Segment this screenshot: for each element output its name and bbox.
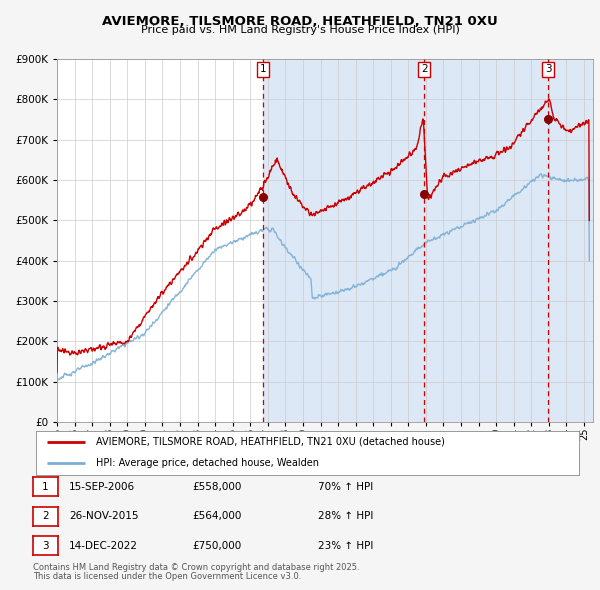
Text: 70% ↑ HPI: 70% ↑ HPI [318, 482, 373, 491]
Text: 1: 1 [42, 482, 49, 491]
Text: 3: 3 [42, 541, 49, 550]
Text: AVIEMORE, TILSMORE ROAD, HEATHFIELD, TN21 0XU: AVIEMORE, TILSMORE ROAD, HEATHFIELD, TN2… [102, 15, 498, 28]
Text: 2: 2 [42, 512, 49, 521]
Text: This data is licensed under the Open Government Licence v3.0.: This data is licensed under the Open Gov… [33, 572, 301, 581]
Text: 23% ↑ HPI: 23% ↑ HPI [318, 541, 373, 550]
Text: 3: 3 [545, 64, 551, 74]
Text: 26-NOV-2015: 26-NOV-2015 [69, 512, 139, 521]
Text: 1: 1 [259, 64, 266, 74]
Text: Contains HM Land Registry data © Crown copyright and database right 2025.: Contains HM Land Registry data © Crown c… [33, 563, 359, 572]
Text: AVIEMORE, TILSMORE ROAD, HEATHFIELD, TN21 0XU (detached house): AVIEMORE, TILSMORE ROAD, HEATHFIELD, TN2… [96, 437, 445, 447]
Text: 2: 2 [421, 64, 427, 74]
Text: 15-SEP-2006: 15-SEP-2006 [69, 482, 135, 491]
Text: HPI: Average price, detached house, Wealden: HPI: Average price, detached house, Weal… [96, 458, 319, 467]
Text: £564,000: £564,000 [192, 512, 241, 521]
Bar [263, 59, 593, 422]
Text: 14-DEC-2022: 14-DEC-2022 [69, 541, 138, 550]
Text: 28% ↑ HPI: 28% ↑ HPI [318, 512, 373, 521]
Text: £558,000: £558,000 [192, 482, 241, 491]
Text: Price paid vs. HM Land Registry's House Price Index (HPI): Price paid vs. HM Land Registry's House … [140, 25, 460, 35]
Text: £750,000: £750,000 [192, 541, 241, 550]
